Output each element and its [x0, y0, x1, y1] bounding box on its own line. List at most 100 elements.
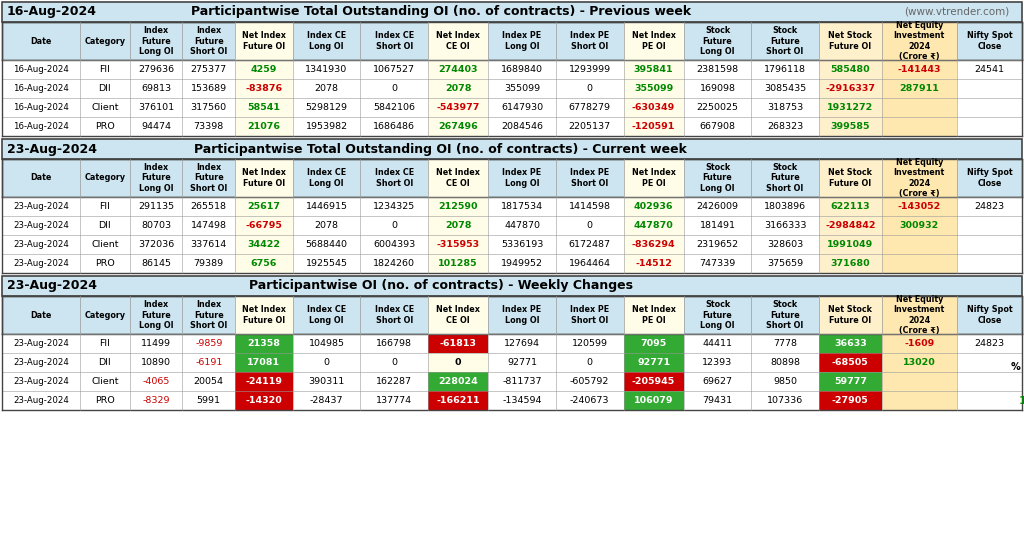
Text: FII: FII: [99, 202, 111, 211]
Text: 80898: 80898: [770, 358, 800, 367]
Text: 23-Aug-2024: 23-Aug-2024: [13, 358, 69, 367]
Text: 1964464: 1964464: [568, 259, 610, 268]
Bar: [882, 22, 956, 60]
Bar: [236, 98, 293, 117]
Text: 23-Aug-2024: 23-Aug-2024: [7, 280, 97, 293]
Text: 24823: 24823: [975, 339, 1005, 348]
Text: 153689: 153689: [190, 84, 227, 93]
Bar: [819, 391, 882, 410]
Text: 6004393: 6004393: [373, 240, 416, 249]
Bar: [236, 334, 293, 353]
Text: 23-Aug-2024: 23-Aug-2024: [13, 221, 69, 230]
Bar: [819, 197, 882, 216]
Text: 2078: 2078: [444, 84, 471, 93]
Text: 7095: 7095: [640, 339, 667, 348]
Text: 2084546: 2084546: [501, 122, 543, 131]
Bar: [428, 60, 488, 79]
Text: 3085435: 3085435: [764, 84, 806, 93]
Text: 6147930: 6147930: [501, 103, 543, 112]
Bar: [428, 391, 488, 410]
Text: 104985: 104985: [308, 339, 344, 348]
Text: 355099: 355099: [504, 84, 540, 93]
Text: DII: DII: [98, 84, 112, 93]
Text: 79431: 79431: [702, 396, 732, 405]
Text: 23-Aug-2024: 23-Aug-2024: [13, 202, 69, 211]
Text: 1234325: 1234325: [373, 202, 416, 211]
Text: Net Index
PE OI: Net Index PE OI: [632, 305, 676, 325]
Bar: [882, 372, 956, 391]
Text: 0: 0: [455, 358, 462, 367]
Bar: [2, 254, 1022, 273]
Text: 1817534: 1817534: [501, 202, 543, 211]
Text: 318753: 318753: [767, 103, 803, 112]
Text: Net Index
PE OI: Net Index PE OI: [632, 31, 676, 51]
Text: 1925545: 1925545: [305, 259, 347, 268]
Text: 80703: 80703: [141, 221, 171, 230]
Text: 127694: 127694: [504, 339, 540, 348]
Text: 2078: 2078: [444, 221, 471, 230]
Bar: [624, 216, 684, 235]
Text: 1824260: 1824260: [373, 259, 415, 268]
Text: 7778: 7778: [773, 339, 797, 348]
Text: 34422: 34422: [248, 240, 281, 249]
Text: Index
Future
Long OI: Index Future Long OI: [139, 26, 173, 56]
Bar: [624, 235, 684, 254]
Bar: [624, 98, 684, 117]
Text: 9850: 9850: [773, 377, 797, 386]
Text: 137774: 137774: [376, 396, 413, 405]
Text: 92771: 92771: [637, 358, 670, 367]
Text: Stock
Future
Short OI: Stock Future Short OI: [767, 26, 804, 56]
Bar: [2, 235, 1022, 254]
Bar: [2, 159, 1022, 197]
Text: 2078: 2078: [314, 221, 339, 230]
Bar: [2, 139, 1022, 159]
Text: 166798: 166798: [376, 339, 413, 348]
Text: -120591: -120591: [632, 122, 675, 131]
Bar: [882, 60, 956, 79]
Bar: [819, 22, 882, 60]
Bar: [819, 216, 882, 235]
Text: Index CE
Short OI: Index CE Short OI: [375, 305, 414, 325]
Text: 0: 0: [324, 358, 330, 367]
Text: 1803896: 1803896: [764, 202, 806, 211]
Text: 585480: 585480: [830, 65, 870, 74]
Text: Index CE
Long OI: Index CE Long OI: [307, 31, 346, 51]
Text: Date: Date: [30, 37, 51, 46]
Text: Client: Client: [91, 103, 119, 112]
Text: 1.15%: 1.15%: [1019, 395, 1024, 406]
Text: Net Equity
Investment
2024
(Crore ₹): Net Equity Investment 2024 (Crore ₹): [894, 295, 945, 335]
Bar: [882, 117, 956, 136]
Bar: [882, 391, 956, 410]
Text: Index CE
Long OI: Index CE Long OI: [307, 305, 346, 325]
Text: -24119: -24119: [246, 377, 283, 386]
Bar: [624, 254, 684, 273]
Text: 2381598: 2381598: [696, 65, 738, 74]
Text: 291135: 291135: [138, 202, 174, 211]
Text: 73398: 73398: [194, 122, 224, 131]
Text: 1796118: 1796118: [764, 65, 806, 74]
Bar: [2, 372, 1022, 391]
Text: 24823: 24823: [975, 202, 1005, 211]
Bar: [819, 159, 882, 197]
Text: 5842106: 5842106: [373, 103, 415, 112]
Text: 228024: 228024: [438, 377, 478, 386]
Bar: [236, 391, 293, 410]
Text: 23-Aug-2024: 23-Aug-2024: [13, 240, 69, 249]
Text: Participantwise Total Outstanding OI (no. of contracts) - Previous week: Participantwise Total Outstanding OI (no…: [190, 5, 690, 18]
Bar: [2, 2, 1022, 22]
Text: Stock
Future
Long OI: Stock Future Long OI: [700, 163, 735, 193]
Bar: [428, 254, 488, 273]
Bar: [2, 60, 1022, 79]
Text: 6778279: 6778279: [568, 103, 610, 112]
Text: 447870: 447870: [634, 221, 674, 230]
Text: Date: Date: [30, 173, 51, 182]
Bar: [624, 353, 684, 372]
Text: Net Index
PE OI: Net Index PE OI: [632, 168, 676, 188]
Text: (www.vtrender.com): (www.vtrender.com): [904, 7, 1010, 17]
Text: 328603: 328603: [767, 240, 803, 249]
Bar: [428, 197, 488, 216]
Bar: [428, 296, 488, 334]
Bar: [236, 159, 293, 197]
Bar: [882, 79, 956, 98]
Text: 279636: 279636: [138, 65, 174, 74]
